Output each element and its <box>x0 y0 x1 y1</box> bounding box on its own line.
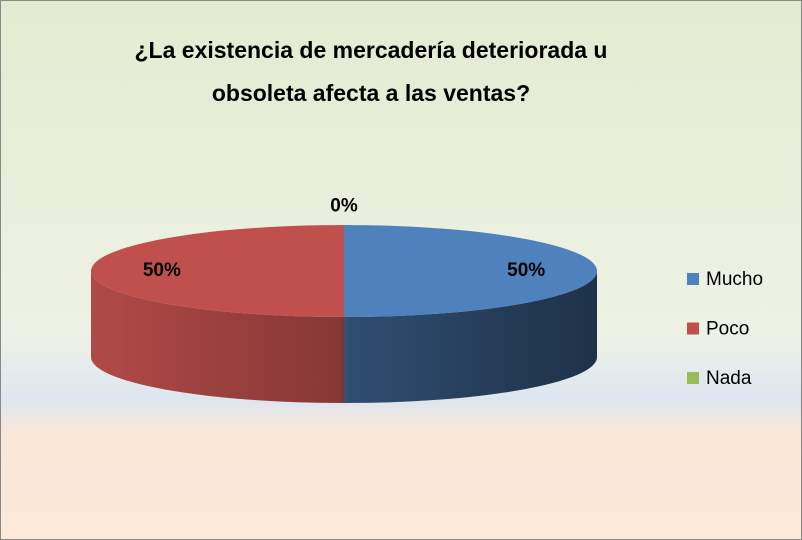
value-label: 0% <box>330 196 358 217</box>
value-label: 50% <box>143 260 181 281</box>
legend-label: Mucho <box>706 269 763 290</box>
value-label: 50% <box>507 260 545 281</box>
legend-label: Poco <box>706 319 749 340</box>
legend-label: Nada <box>706 368 752 389</box>
side-shade <box>344 271 597 403</box>
slice <box>91 225 344 317</box>
legend-swatch <box>687 372 699 384</box>
legend-swatch <box>687 273 699 285</box>
chart-title: ¿La existencia de mercadería deteriorada… <box>134 37 608 106</box>
legend-swatch <box>687 322 699 335</box>
slice <box>344 225 597 317</box>
side-shade <box>91 271 344 403</box>
